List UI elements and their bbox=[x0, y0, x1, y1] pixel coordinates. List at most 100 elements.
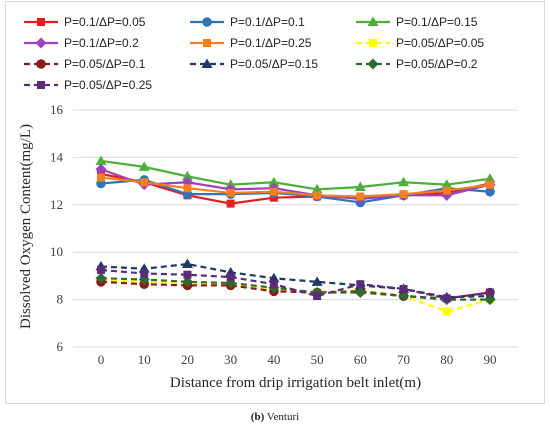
data-point bbox=[183, 270, 192, 279]
data-point bbox=[399, 190, 408, 199]
data-point bbox=[138, 161, 150, 171]
series-5 bbox=[97, 173, 494, 201]
series-lines bbox=[95, 155, 496, 316]
legend-marker bbox=[35, 37, 47, 49]
x-tick-label: 80 bbox=[440, 352, 453, 367]
legend-marker bbox=[36, 59, 46, 69]
data-point bbox=[97, 265, 105, 274]
series-line bbox=[100, 176, 491, 198]
legend-label: P=0.05/ΔP=0.05 bbox=[396, 36, 484, 50]
data-point bbox=[181, 276, 193, 288]
data-point bbox=[313, 292, 322, 301]
series-6 bbox=[97, 276, 494, 316]
data-point bbox=[269, 280, 278, 289]
legend-marker bbox=[202, 17, 212, 27]
series-1 bbox=[97, 169, 494, 208]
data-point bbox=[311, 183, 323, 194]
y-axis-title: Dissolved Oxygen Content(mg/L) bbox=[18, 124, 34, 329]
y-tick-label: 12 bbox=[50, 197, 63, 212]
series-line bbox=[100, 262, 491, 299]
data-point bbox=[484, 173, 496, 183]
x-tick-label: 20 bbox=[181, 352, 194, 367]
legend-label: P=0.05/ΔP=0.1 bbox=[64, 57, 146, 71]
data-point bbox=[313, 191, 322, 200]
x-tick-label: 60 bbox=[354, 352, 367, 367]
legend-marker bbox=[369, 39, 377, 47]
data-point bbox=[95, 155, 107, 165]
x-axis-title: Distance from drip irrigation belt inlet… bbox=[170, 375, 421, 391]
data-point bbox=[181, 170, 193, 181]
data-point bbox=[226, 273, 235, 282]
series-10 bbox=[97, 265, 494, 303]
legend-marker bbox=[367, 58, 379, 70]
data-point bbox=[183, 184, 192, 193]
data-point bbox=[226, 188, 235, 197]
axes: 6 8 10 12 14 16 0 10 20 30 40 50 60 70 80 90 Distance fr… bbox=[18, 102, 497, 391]
y-tick-label: 16 bbox=[50, 102, 64, 117]
x-tick-label: 0 bbox=[98, 352, 105, 367]
x-tick-label: 40 bbox=[267, 352, 280, 367]
data-point bbox=[442, 186, 451, 195]
data-point bbox=[398, 290, 410, 302]
data-point bbox=[140, 269, 149, 278]
legend-box bbox=[18, 10, 528, 104]
caption-text: Venturi bbox=[264, 411, 300, 423]
legend-label: P=0.05/ΔP=0.25 bbox=[64, 78, 152, 92]
data-point bbox=[268, 272, 280, 283]
series-line bbox=[100, 277, 490, 301]
gridlines bbox=[73, 109, 518, 348]
chart-frame: 6 8 10 12 14 16 0 10 20 30 40 50 60 70 80 90 Distance fr… bbox=[5, 1, 545, 404]
legend-label: P=0.1/ΔP=0.1 bbox=[230, 15, 305, 29]
data-point bbox=[311, 276, 323, 286]
x-tick-label: 70 bbox=[397, 352, 410, 367]
series-3 bbox=[95, 155, 496, 194]
data-point bbox=[268, 176, 280, 187]
y-tick-label: 8 bbox=[57, 292, 64, 307]
legend-marker bbox=[203, 39, 211, 47]
legend-label: P=0.1/ΔP=0.25 bbox=[230, 36, 312, 50]
legend: P=0.1/ΔP=0.05 P=0.1/ΔP=0.1 P=0.1/ΔP=0.15 P=… bbox=[18, 10, 528, 104]
series-line bbox=[100, 168, 491, 200]
y-tick-label: 10 bbox=[50, 244, 63, 259]
data-point bbox=[485, 186, 495, 197]
legend-label: P=0.1/ΔP=0.15 bbox=[396, 15, 478, 29]
x-tick-label: 30 bbox=[224, 352, 237, 367]
series-line bbox=[100, 159, 491, 191]
legend-label: P=0.05/ΔP=0.15 bbox=[230, 57, 318, 71]
data-point bbox=[398, 176, 410, 187]
data-point bbox=[97, 173, 105, 182]
caption-label: (b) bbox=[250, 411, 265, 423]
legend-marker bbox=[367, 16, 379, 26]
line-chart: 6 8 10 12 14 16 0 10 20 30 40 50 60 70 80 90 Distance fr… bbox=[18, 10, 528, 391]
series-line bbox=[100, 172, 491, 205]
series-9 bbox=[95, 272, 496, 306]
data-point bbox=[354, 181, 366, 192]
data-point bbox=[181, 258, 193, 269]
data-point bbox=[95, 163, 107, 175]
y-tick-label: 14 bbox=[50, 149, 64, 164]
data-point bbox=[356, 192, 365, 201]
data-point bbox=[442, 294, 451, 303]
x-tick-label: 10 bbox=[138, 352, 151, 367]
x-tick-label: 50 bbox=[311, 352, 324, 367]
legend-marker bbox=[37, 18, 45, 26]
data-point bbox=[354, 286, 366, 298]
y-tick-label: 6 bbox=[57, 339, 64, 354]
data-point bbox=[356, 280, 365, 289]
series-line bbox=[100, 268, 491, 300]
data-point bbox=[269, 187, 278, 196]
x-tick-label: 90 bbox=[484, 352, 497, 367]
data-point bbox=[484, 294, 496, 306]
data-point bbox=[486, 288, 494, 297]
data-point bbox=[441, 179, 453, 189]
data-point bbox=[226, 199, 235, 208]
data-point bbox=[486, 180, 494, 189]
legend-label: P=0.05/ΔP=0.2 bbox=[396, 57, 478, 71]
data-point bbox=[140, 178, 149, 187]
legend-label: P=0.1/ΔP=0.05 bbox=[64, 15, 146, 29]
legend-marker bbox=[201, 58, 213, 68]
figure-caption: (b) Venturi bbox=[0, 411, 550, 423]
legend-label: P=0.1/ΔP=0.2 bbox=[64, 36, 139, 50]
data-point bbox=[399, 284, 408, 293]
legend-marker bbox=[37, 81, 45, 89]
